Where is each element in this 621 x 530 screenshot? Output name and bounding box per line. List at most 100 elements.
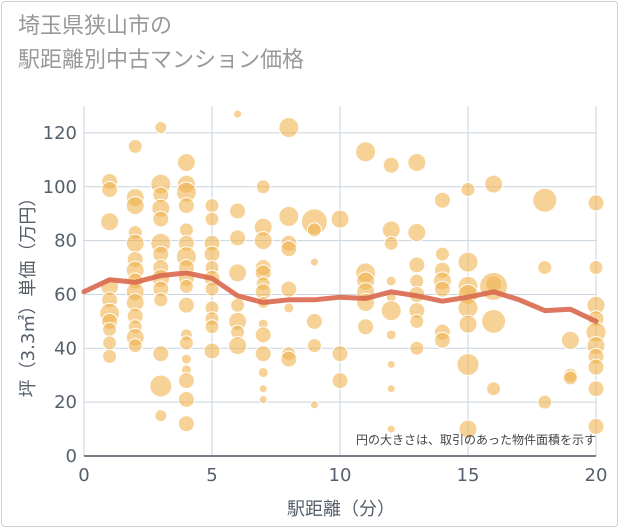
x-tick-labels: 0 5 10 15 20 <box>78 465 607 486</box>
bubble-point <box>149 374 173 398</box>
bubble-point <box>408 256 426 274</box>
bubble-point <box>278 205 300 227</box>
bubble-point <box>254 345 272 363</box>
bubble-point <box>102 348 118 364</box>
x-tick-label: 20 <box>585 465 608 486</box>
bubble-point <box>258 384 268 394</box>
bubble-point <box>458 314 478 334</box>
chart-title-line-1: 埼玉県狭山市の <box>18 14 173 39</box>
bubble-point <box>460 181 476 197</box>
bubble-point <box>433 191 451 209</box>
bubble-point <box>386 424 396 434</box>
bubble-point <box>102 335 118 351</box>
bubble-point <box>204 319 220 335</box>
bubble-point <box>433 331 451 349</box>
bubble-point <box>177 296 195 314</box>
bubble-point <box>385 275 397 287</box>
bubble-point <box>486 381 502 397</box>
bubble-point <box>233 109 243 119</box>
bubble-point <box>229 202 247 220</box>
bubble-point <box>125 196 145 216</box>
bubble-point <box>409 313 425 329</box>
bubble-point <box>587 380 605 398</box>
bubble-point <box>433 280 451 298</box>
bubble-point <box>587 358 605 376</box>
bubble-point <box>407 223 427 243</box>
bubble-point <box>204 211 220 227</box>
bubble-point <box>331 372 349 390</box>
bubble-point <box>178 335 194 351</box>
bubble-point <box>560 330 580 350</box>
x-tick-label: 0 <box>78 465 89 486</box>
x-tick-label: 15 <box>457 465 480 486</box>
bubble-point <box>154 409 168 423</box>
bubbles <box>99 109 607 439</box>
bubble-point <box>152 345 170 363</box>
bubble-point <box>309 400 319 410</box>
y-axis-title: 坪（3.3㎡）単価（万円） <box>17 189 39 398</box>
y-tick-label: 120 <box>43 123 77 144</box>
bubble-point <box>228 263 248 283</box>
bubble-point <box>127 138 143 154</box>
y-tick-label: 80 <box>54 231 77 252</box>
bubble-point <box>407 153 427 173</box>
bubble-point <box>588 260 604 276</box>
bubble-point <box>154 121 168 135</box>
bubble-point <box>383 235 399 251</box>
bubble-point <box>101 180 119 198</box>
y-tick-label: 100 <box>43 177 77 198</box>
chart-title-line-2: 駅距離別中古マンション価格 <box>18 48 305 73</box>
trend-line <box>81 270 599 324</box>
bubble-point <box>100 212 120 232</box>
bubble-point <box>178 278 194 294</box>
bubble-point <box>228 336 248 356</box>
bubble-point <box>255 179 271 195</box>
bubble-point <box>382 156 400 174</box>
bubble-point <box>305 312 323 330</box>
bubble-point <box>204 281 220 297</box>
size-annotation: 円の大きさは、取引のあった物件面積を示す <box>356 432 596 447</box>
bubble-point <box>587 417 605 435</box>
bubble-point <box>537 394 553 410</box>
bubble-point <box>257 367 269 379</box>
bubble-point <box>355 141 377 163</box>
y-tick-label: 0 <box>66 446 77 467</box>
bubble-point <box>254 326 272 344</box>
bubble-point <box>484 174 504 194</box>
x-axis-title: 駅距離（分） <box>287 499 395 520</box>
bubble-point <box>127 338 143 354</box>
bubble-point <box>456 352 480 376</box>
bubble-point <box>177 390 195 408</box>
bubble-point <box>152 210 170 228</box>
bubble-point <box>203 342 221 360</box>
bubble-point <box>457 251 479 273</box>
bubble-point <box>331 345 349 363</box>
bubble-point <box>229 229 247 247</box>
bubble-point <box>409 340 425 356</box>
bubble-point <box>280 240 298 258</box>
bubble-point <box>102 321 118 337</box>
bubble-point <box>278 117 300 139</box>
bubble-point <box>203 245 221 263</box>
bubble-point <box>385 329 397 341</box>
bubble-point <box>481 308 507 334</box>
bubble-point <box>283 302 295 314</box>
bubble-point <box>409 273 425 289</box>
x-tick-label: 5 <box>206 465 217 486</box>
chart-title: 埼玉県狭山市の 駅距離別中古マンション価格 <box>18 10 304 78</box>
bubble-point <box>177 197 195 215</box>
bubble-point <box>176 153 196 173</box>
bubble-point <box>386 384 396 394</box>
bubble-point <box>178 222 194 238</box>
bubble-point <box>587 194 605 212</box>
bubble-point <box>306 222 322 238</box>
bubble-point <box>153 292 169 308</box>
bubble-point <box>309 257 319 267</box>
bubble-point <box>330 209 350 229</box>
bubble-point <box>434 246 450 262</box>
bubble-point <box>177 372 195 390</box>
bubble-point <box>386 359 396 369</box>
bubble-point <box>125 233 145 253</box>
y-tick-label: 40 <box>54 338 77 359</box>
